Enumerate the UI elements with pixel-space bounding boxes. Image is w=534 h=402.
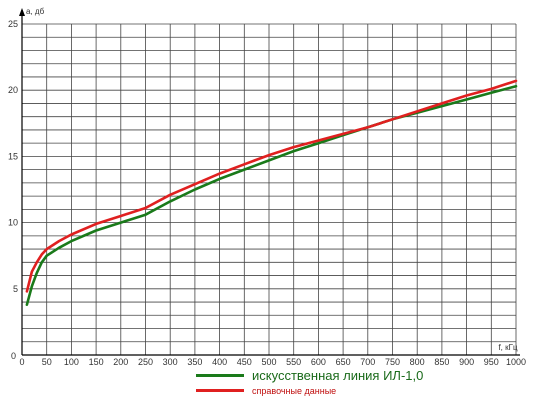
y-axis-label: a, дб [26, 7, 45, 16]
x-tick-label: 300 [163, 357, 178, 367]
y-tick-label: 25 [8, 19, 18, 29]
series-line-1 [25, 79, 518, 293]
grid [22, 23, 517, 355]
origin-tick-label: 0 [11, 351, 16, 361]
x-tick-label: 900 [459, 357, 474, 367]
x-tick-label: 150 [89, 357, 104, 367]
x-tick-label: 50 [42, 357, 52, 367]
x-axis-label: f, кГц [498, 343, 518, 352]
x-tick-label: 500 [261, 357, 276, 367]
x-tick-label: 400 [212, 357, 227, 367]
legend-label: искусственная линия ИЛ-1,0 [252, 368, 424, 383]
x-tick-label: 200 [113, 357, 128, 367]
series-group [25, 79, 518, 307]
x-tick-label: 0 [19, 357, 24, 367]
x-tick-label: 800 [410, 357, 425, 367]
y-tick-label: 5 [13, 284, 18, 294]
x-tick-label: 600 [311, 357, 326, 367]
y-tick-label: 15 [8, 151, 18, 161]
y-tick-label: 20 [8, 85, 18, 95]
legend-swatch-red [196, 389, 244, 392]
x-tick-label: 250 [138, 357, 153, 367]
legend-swatch-green [196, 374, 244, 377]
x-tick-label: 550 [286, 357, 301, 367]
x-tick-label: 850 [434, 357, 449, 367]
legend-item-artificial-line: искусственная линия ИЛ-1,0 [196, 368, 423, 383]
x-tick-label: 750 [385, 357, 400, 367]
x-tick-label: 100 [64, 357, 79, 367]
x-tick-label: 650 [336, 357, 351, 367]
x-tick-label: 1000 [506, 357, 526, 367]
x-tick-label: 350 [187, 357, 202, 367]
legend-label: справочные данные [252, 385, 337, 396]
x-tick-label: 700 [360, 357, 375, 367]
y-axis-arrow [19, 8, 25, 16]
axes [19, 8, 520, 356]
x-tick-label: 450 [237, 357, 252, 367]
y-tick-label: 10 [8, 218, 18, 228]
legend-item-reference-data: справочные данные [196, 383, 423, 398]
legend: искусственная линия ИЛ-1,0 справочные да… [196, 368, 423, 398]
tick-labels: 0 50 100 150 200 250 300 350 400 450 500 550 600 650 7… [8, 19, 526, 367]
series-line-0 [25, 84, 518, 307]
x-tick-label: 950 [484, 357, 499, 367]
